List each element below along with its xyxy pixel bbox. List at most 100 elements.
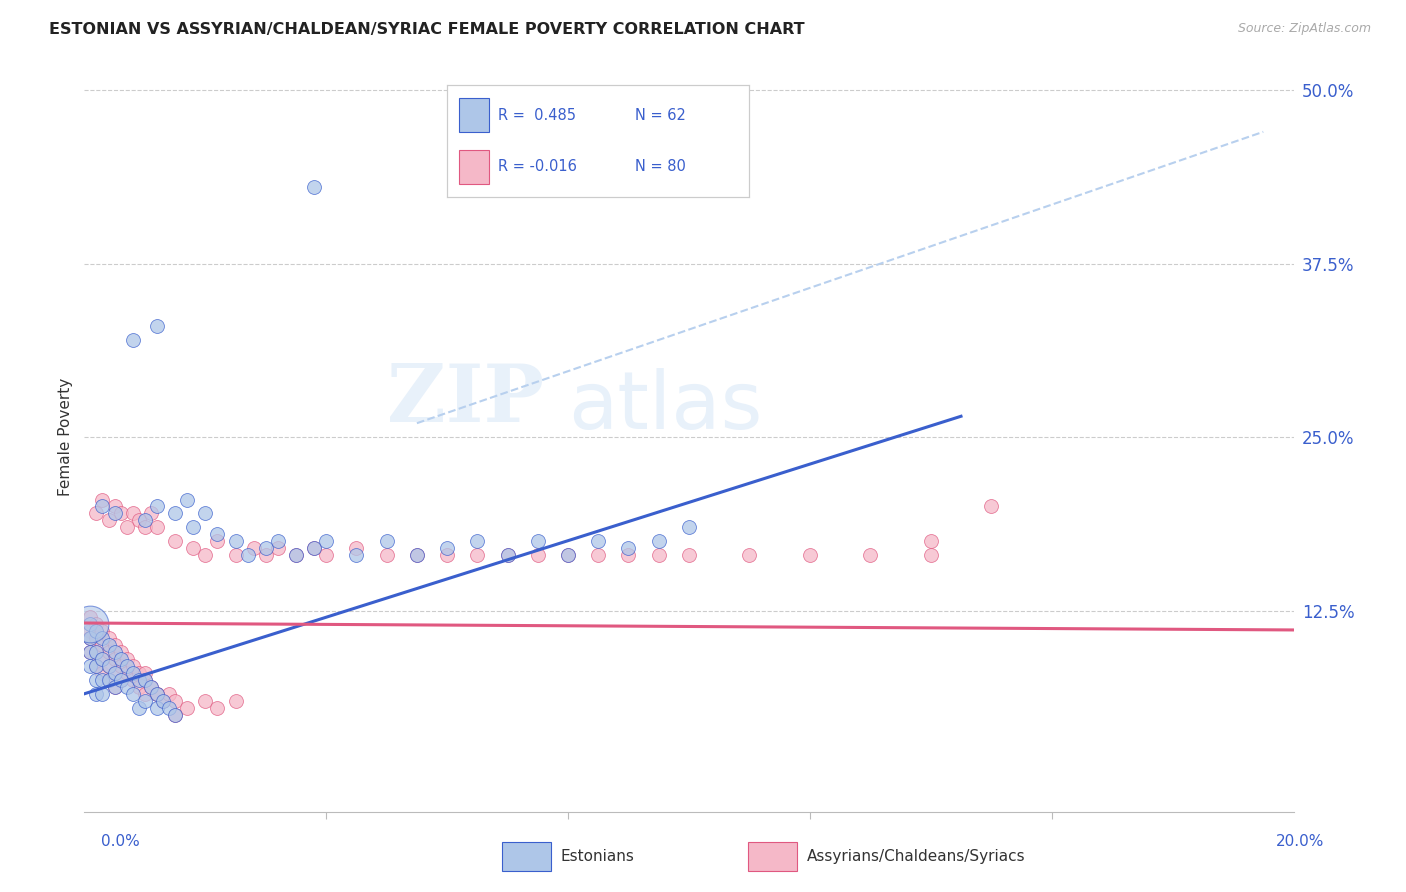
Point xyxy=(86,632,108,646)
Point xyxy=(225,548,247,562)
Point xyxy=(146,700,169,714)
Point xyxy=(165,534,187,549)
Point xyxy=(242,541,264,555)
Point xyxy=(79,632,101,646)
Point xyxy=(146,687,169,701)
Point xyxy=(91,665,114,680)
Point xyxy=(146,687,169,701)
Point xyxy=(557,548,579,562)
Point xyxy=(267,534,290,549)
Point xyxy=(496,548,519,562)
Point xyxy=(152,694,174,708)
Point xyxy=(617,548,640,562)
Point xyxy=(79,632,101,646)
Point xyxy=(181,520,204,534)
Point xyxy=(165,707,187,722)
Text: 20.0%: 20.0% xyxy=(1277,834,1324,849)
Point xyxy=(139,680,162,694)
Point xyxy=(110,673,132,687)
Point xyxy=(139,507,162,521)
Point xyxy=(236,548,259,562)
Point xyxy=(346,541,368,555)
Point xyxy=(86,507,108,521)
Point xyxy=(110,645,132,659)
Point xyxy=(315,548,337,562)
Point xyxy=(91,673,114,687)
Point xyxy=(346,548,368,562)
FancyBboxPatch shape xyxy=(748,842,797,871)
Point xyxy=(302,541,325,555)
Point xyxy=(648,534,671,549)
Text: Source: ZipAtlas.com: Source: ZipAtlas.com xyxy=(1237,22,1371,36)
Point xyxy=(375,548,398,562)
Point xyxy=(527,534,550,549)
Point xyxy=(86,687,108,701)
Point xyxy=(128,513,150,527)
Point xyxy=(302,180,325,194)
Point xyxy=(920,548,942,562)
Point xyxy=(121,673,143,687)
Point xyxy=(97,673,120,687)
Point xyxy=(91,687,114,701)
Point xyxy=(97,659,120,673)
Point xyxy=(79,645,101,659)
Point xyxy=(254,548,277,562)
Point xyxy=(436,541,458,555)
Point xyxy=(104,638,127,652)
Point xyxy=(738,548,761,562)
Point xyxy=(79,659,101,673)
Point xyxy=(79,645,101,659)
Point xyxy=(121,507,143,521)
Point xyxy=(79,617,101,632)
Point xyxy=(157,700,180,714)
Point xyxy=(104,680,127,694)
Point xyxy=(91,638,114,652)
Point xyxy=(79,610,101,624)
Point xyxy=(165,507,187,521)
Point xyxy=(104,500,127,514)
Point xyxy=(406,548,429,562)
Point xyxy=(97,632,120,646)
Point xyxy=(91,492,114,507)
Point xyxy=(165,707,187,722)
Point xyxy=(285,548,308,562)
Point xyxy=(617,541,640,555)
Point xyxy=(194,548,217,562)
Point xyxy=(104,652,127,666)
Point xyxy=(157,687,180,701)
Point xyxy=(104,645,127,659)
Point xyxy=(97,638,120,652)
Point xyxy=(134,687,156,701)
Point xyxy=(146,500,169,514)
Point xyxy=(115,659,138,673)
Point xyxy=(194,507,217,521)
Text: atlas: atlas xyxy=(568,368,762,446)
Point xyxy=(115,680,138,694)
Point xyxy=(588,534,610,549)
Point xyxy=(225,694,247,708)
Point xyxy=(207,534,229,549)
Y-axis label: Female Poverty: Female Poverty xyxy=(58,378,73,496)
Point xyxy=(678,548,700,562)
Point xyxy=(86,645,108,659)
Point xyxy=(165,694,187,708)
Point xyxy=(920,534,942,549)
Point xyxy=(128,673,150,687)
Point xyxy=(86,659,108,673)
Point xyxy=(91,652,114,666)
Point xyxy=(146,319,169,334)
Point xyxy=(406,548,429,562)
Point xyxy=(139,680,162,694)
Point xyxy=(86,645,108,659)
Point xyxy=(557,548,579,562)
Point xyxy=(86,617,108,632)
Point xyxy=(134,673,156,687)
Point xyxy=(134,673,156,687)
Point xyxy=(115,652,138,666)
Point xyxy=(121,659,143,673)
Point xyxy=(207,527,229,541)
Point xyxy=(375,534,398,549)
Point xyxy=(86,624,108,639)
Text: Assyrians/Chaldeans/Syriacs: Assyrians/Chaldeans/Syriacs xyxy=(807,849,1025,863)
Point xyxy=(254,541,277,555)
